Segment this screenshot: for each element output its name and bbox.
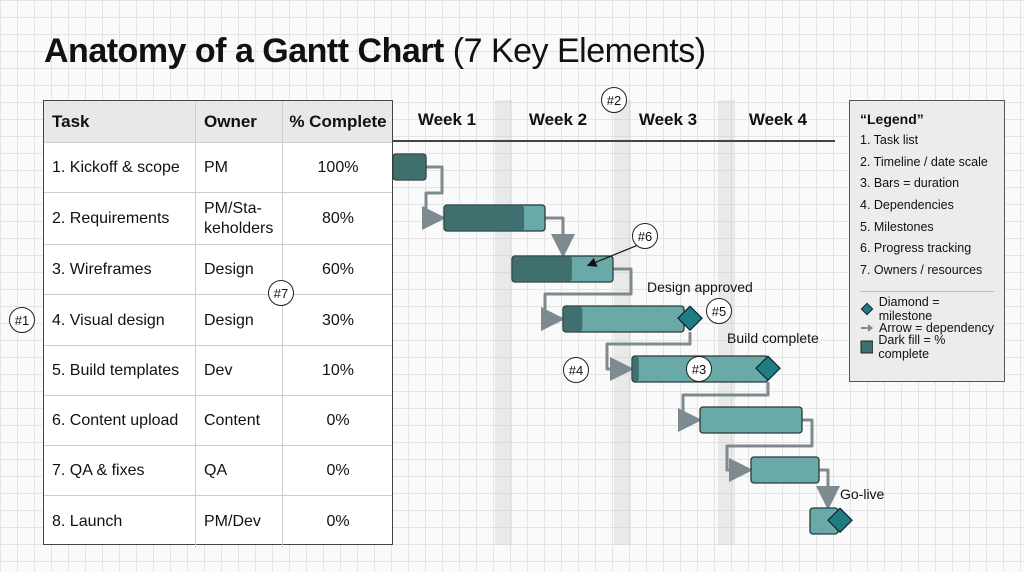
milestone-label: Design approved	[647, 279, 753, 295]
dependency-arrow	[545, 216, 575, 258]
table-row: 2. Requirements PM/Sta- keholders 80%	[44, 192, 392, 245]
milestone-label: Go-live	[840, 486, 885, 502]
task-complete: 0%	[326, 412, 350, 429]
callout-6: #6	[632, 223, 658, 249]
milestone-diamond	[827, 507, 853, 534]
milestone-diamond	[677, 305, 703, 332]
diamond-icon	[860, 302, 874, 316]
callout-pointer	[586, 242, 644, 267]
dependency-arrow	[605, 332, 692, 381]
header-complete: % Complete	[289, 111, 387, 131]
timeline-axis	[393, 140, 835, 142]
task-owner: QA	[196, 446, 283, 496]
task-owner: Dev	[196, 346, 283, 396]
table-row: 7. QA & fixes QA 0%	[44, 445, 392, 496]
callout-5: #5	[706, 298, 732, 324]
task-name: 7. QA & fixes	[44, 446, 196, 496]
dependency-arrow	[816, 468, 840, 510]
legend-key-label: Diamond = milestone	[878, 295, 940, 324]
dependency-arrow	[422, 165, 446, 230]
task-bar	[699, 406, 803, 434]
task-owner: Design	[196, 295, 283, 346]
table-row: 6. Content upload Content 0%	[44, 395, 392, 446]
task-name: 1. Kickoff & scope	[44, 143, 196, 193]
table-row: 1. Kickoff & scope PM 100%	[44, 142, 392, 193]
header-owner: Owner	[196, 101, 283, 142]
table-row: 8. Launch PM/Dev 0%	[44, 495, 392, 547]
legend-key-label: Dark fill = % complete	[878, 333, 946, 362]
task-table: Task Owner % Complete 1. Kickoff & scope…	[43, 100, 393, 547]
callout-4: #4	[563, 357, 589, 383]
page-title: Anatomy of a Gantt Chart (7 Key Elements…	[44, 32, 706, 71]
legend-key-progress: Dark fill = % complete	[860, 333, 994, 361]
week-label: Week 4	[748, 110, 808, 129]
arrow-icon	[861, 324, 873, 333]
dependency-arrow	[541, 267, 633, 331]
progress-fill	[563, 306, 583, 332]
task-owner: PM/Dev	[196, 496, 283, 547]
legend-item: 7. Owners / resources	[860, 263, 983, 278]
week-band	[718, 100, 735, 545]
progress-fill	[444, 205, 525, 231]
progress-fill	[632, 356, 639, 382]
task-owner: Design	[196, 245, 283, 295]
week-label: Week 2	[528, 110, 588, 129]
task-complete: 0%	[326, 462, 350, 479]
task-complete: 30%	[321, 311, 355, 329]
task-owner: Content	[196, 396, 283, 446]
legend-key-label: Arrow = dependency	[879, 321, 995, 336]
milestone-diamond	[755, 355, 781, 382]
task-name: 3. Wireframes	[44, 245, 196, 295]
milestone-label: Build complete	[727, 330, 819, 346]
callout-2: #2	[601, 87, 627, 113]
task-complete: 60%	[321, 261, 355, 278]
table-row: 5. Build templates Dev 10%	[44, 345, 392, 396]
title-subtitle: (7 Key Elements)	[452, 32, 706, 70]
task-complete: 0%	[326, 512, 350, 530]
week-label: Week 1	[417, 110, 477, 129]
legend: “Legend” 1. Task list 2. Timeline / date …	[849, 100, 1005, 382]
progress-fill	[512, 256, 572, 282]
task-name: 4. Visual design	[44, 295, 196, 346]
dependency-arrow	[678, 382, 770, 432]
callout-7: #7	[268, 280, 294, 306]
legend-item: 3. Bars = duration	[860, 176, 960, 191]
task-complete: 80%	[321, 210, 355, 227]
table-row: 3. Wireframes Design 60%	[44, 244, 392, 295]
legend-item: 1. Task list	[860, 133, 919, 147]
task-complete: 10%	[321, 362, 355, 379]
callout-1: #1	[9, 307, 35, 333]
legend-item: 6. Progress tracking	[860, 241, 972, 256]
table-header: Task Owner % Complete	[44, 101, 392, 143]
legend-title: “Legend”	[860, 111, 924, 127]
callout-3: #3	[686, 356, 712, 382]
task-complete: 100%	[317, 159, 359, 176]
title-main: Anatomy of a Gantt Chart	[44, 32, 444, 70]
progress-fill	[393, 154, 426, 180]
legend-item: 2. Timeline / date scale	[860, 154, 988, 169]
legend-key-dependency: Arrow = dependency	[860, 319, 994, 338]
task-name: 8. Launch	[44, 496, 196, 547]
task-name: 2. Requirements	[44, 193, 196, 245]
week-label: Week 3	[638, 110, 698, 129]
legend-key-milestone: Diamond = milestone	[860, 295, 994, 323]
legend-item: 5. Milestones	[860, 219, 934, 234]
header-task: Task	[44, 101, 196, 142]
task-name: 5. Build templates	[44, 346, 196, 396]
task-bar	[750, 456, 820, 484]
dependency-arrow	[725, 418, 814, 482]
table-row: 4. Visual design Design 30%	[44, 294, 392, 346]
task-owner: PM/Sta- keholders	[196, 193, 283, 245]
legend-item: 4. Dependencies	[860, 198, 954, 213]
square-icon	[860, 340, 874, 354]
task-owner: PM	[196, 143, 283, 193]
task-name: 6. Content upload	[44, 396, 196, 446]
legend-divider	[860, 290, 994, 292]
